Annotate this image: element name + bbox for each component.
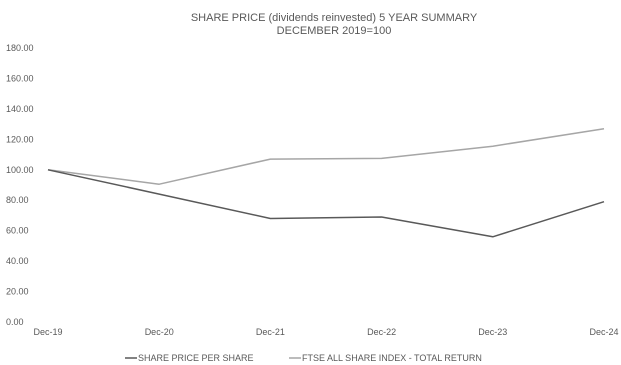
y-tick-label: 100.00 xyxy=(6,165,34,175)
x-tick-label: Dec-19 xyxy=(33,327,62,337)
x-tick-label: Dec-23 xyxy=(478,327,507,337)
y-tick-label: 80.00 xyxy=(6,195,29,205)
y-tick-label: 140.00 xyxy=(6,104,34,114)
series-line xyxy=(47,169,605,238)
series-lines xyxy=(47,127,605,238)
x-tick-label: Dec-20 xyxy=(145,327,174,337)
x-tick-label: Dec-24 xyxy=(589,327,618,337)
legend-entry: FTSE ALL SHARE INDEX - TOTAL RETURN xyxy=(302,353,482,363)
y-tick-label: 0.00 xyxy=(6,317,24,327)
series-line xyxy=(47,127,605,185)
y-tick-label: 40.00 xyxy=(6,256,29,266)
y-tick-label: 60.00 xyxy=(6,226,29,236)
x-tick-label: Dec-22 xyxy=(367,327,396,337)
y-tick-label: 180.00 xyxy=(6,43,34,53)
y-tick-label: 120.00 xyxy=(6,134,34,144)
legend-entry: SHARE PRICE PER SHARE xyxy=(138,353,254,363)
chart-subtitle: DECEMBER 2019=100 xyxy=(277,25,392,37)
y-axis-ticks: 0.00 20.00 40.00 60.00 80.00 100.00 120.00 140.… xyxy=(6,43,34,327)
x-tick-label: Dec-21 xyxy=(256,327,285,337)
y-tick-label: 160.00 xyxy=(6,73,34,83)
x-axis-ticks: Dec-19 Dec-20 Dec-21 Dec-22 Dec-23 Dec-24 xyxy=(33,327,618,337)
chart-title: SHARE PRICE (dividends reinvested) 5 YEA… xyxy=(191,12,478,24)
y-tick-label: 20.00 xyxy=(6,287,29,297)
legend: SHARE PRICE PER SHARE FTSE ALL SHARE INDE… xyxy=(125,353,482,363)
